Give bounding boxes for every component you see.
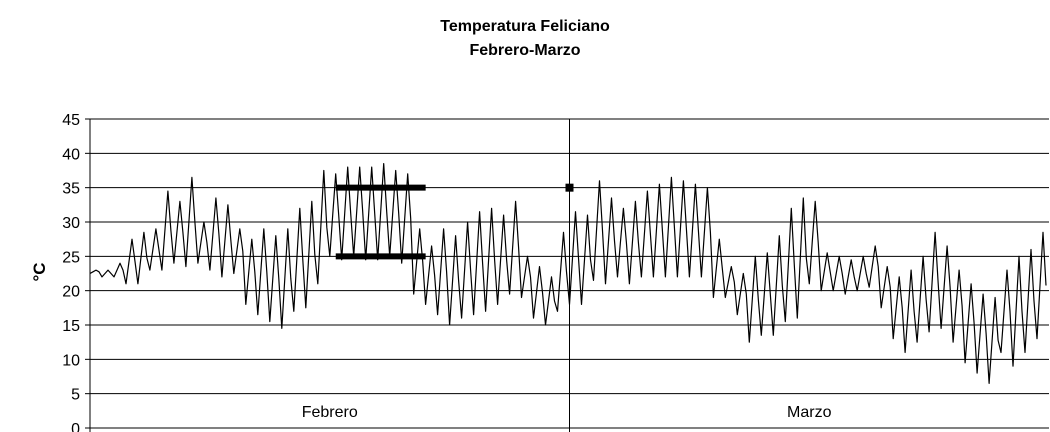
chart-subtitle: Febrero-Marzo (469, 42, 581, 59)
y-tick-label-30: 30 (62, 215, 80, 232)
axes (89, 119, 570, 432)
y-tick-label-40: 40 (62, 146, 80, 163)
y-axis-ticks: 0 5 10 15 20 25 30 35 40 45 (62, 112, 80, 432)
category-label-febrero: Febrero (302, 404, 358, 421)
category-label-marzo: Marzo (787, 404, 832, 421)
series-group (89, 163, 1047, 384)
chart-title: Temperatura Feliciano (440, 18, 610, 35)
category-labels: Febrero Marzo (302, 404, 832, 421)
y-tick-label-10: 10 (62, 352, 80, 369)
temperature-line (89, 163, 1047, 384)
y-tick-label-0: 0 (71, 421, 80, 432)
y-tick-label-20: 20 (62, 284, 80, 301)
y-tick-label-15: 15 (62, 318, 80, 335)
reference-marker (565, 183, 574, 192)
y-axis-label: °C (30, 262, 49, 281)
overlay-marks (335, 183, 574, 260)
y-tick-label-5: 5 (71, 387, 80, 404)
y-tick-label-45: 45 (62, 112, 80, 129)
y-tick-label-35: 35 (62, 181, 80, 198)
y-tick-label-25: 25 (62, 249, 80, 266)
